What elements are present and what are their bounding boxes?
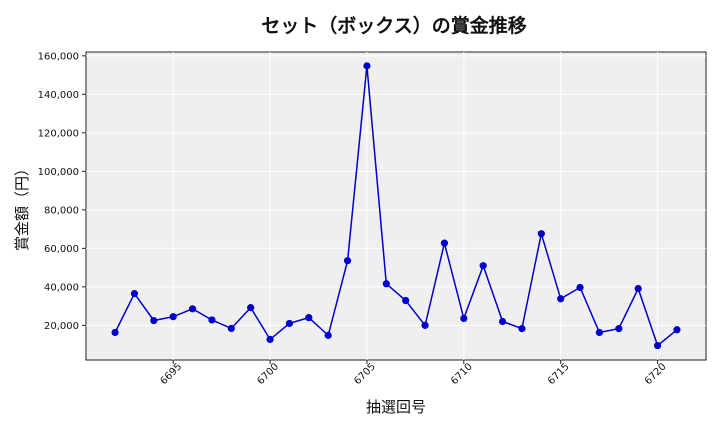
data-point xyxy=(518,325,526,333)
data-point xyxy=(208,316,216,324)
data-point xyxy=(227,324,235,333)
data-point xyxy=(653,341,662,350)
data-point xyxy=(537,230,545,238)
data-point xyxy=(673,326,681,334)
data-point xyxy=(285,319,294,328)
data-point xyxy=(305,314,313,322)
data-point xyxy=(324,331,332,339)
data-point xyxy=(634,284,642,293)
y-axis-ticks: 20,000 40,000 60,000 80,000 100,000 120,000 14… xyxy=(38,51,86,332)
data-point xyxy=(188,305,197,313)
data-point xyxy=(382,280,390,288)
y-tick-label: 160,000 xyxy=(38,51,79,62)
x-tick-label: 6695 xyxy=(159,361,185,387)
data-point xyxy=(557,295,565,303)
data-point xyxy=(343,257,352,265)
x-tick-label: 6710 xyxy=(449,361,475,387)
data-point xyxy=(615,325,623,333)
y-tick-label: 120,000 xyxy=(38,128,79,139)
y-tick-label: 40,000 xyxy=(44,282,79,293)
y-tick-label: 140,000 xyxy=(38,90,79,101)
x-tick-label: 6700 xyxy=(255,361,281,387)
x-axis-label: 抽選回号 xyxy=(366,398,426,416)
chart-title: セット（ボックス）の賞金推移 xyxy=(261,14,526,37)
data-point xyxy=(421,321,429,329)
data-point xyxy=(169,313,177,321)
x-tick-label: 6705 xyxy=(352,361,378,387)
data-point xyxy=(150,316,158,325)
series-line xyxy=(114,65,678,347)
data-point xyxy=(576,283,584,292)
grid-lines xyxy=(86,52,706,360)
data-point xyxy=(111,328,119,337)
data-point xyxy=(460,314,468,323)
x-tick-label: 6715 xyxy=(546,361,572,387)
y-tick-label: 20,000 xyxy=(44,321,79,332)
data-point xyxy=(440,239,449,247)
data-point xyxy=(266,335,274,344)
x-tick-label: 6720 xyxy=(643,361,669,387)
data-point xyxy=(247,304,255,312)
data-point xyxy=(402,296,410,305)
data-point xyxy=(498,317,507,326)
y-tick-label: 80,000 xyxy=(44,205,79,216)
y-tick-label: 100,000 xyxy=(38,167,79,178)
y-tick-label: 60,000 xyxy=(44,244,79,255)
y-axis-label: 賞金額（円） xyxy=(13,161,31,251)
data-point xyxy=(363,62,371,70)
data-point xyxy=(595,328,604,337)
x-axis-ticks: 6695 6700 6705 6710 6715 6720 xyxy=(159,360,669,387)
data-point xyxy=(130,289,139,298)
series-layer xyxy=(111,62,681,350)
data-point xyxy=(479,262,487,270)
